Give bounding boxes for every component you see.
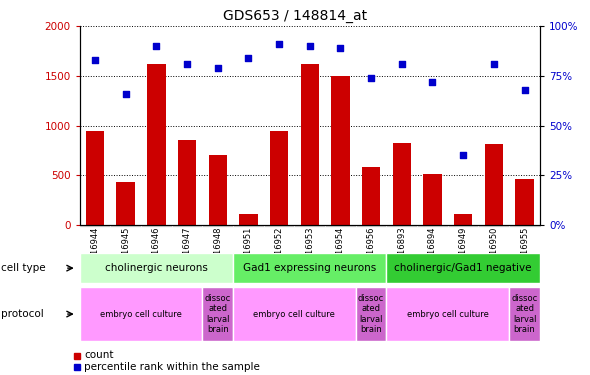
Text: count: count — [84, 351, 114, 360]
Bar — [239, 214, 258, 225]
Bar — [356, 287, 386, 341]
Bar — [356, 225, 386, 227]
Point — [90, 57, 100, 63]
Point — [244, 55, 253, 61]
Bar — [110, 225, 141, 227]
Bar — [86, 130, 104, 225]
Point — [366, 75, 376, 81]
Bar — [141, 225, 172, 227]
Point — [428, 79, 437, 85]
Bar — [448, 225, 478, 227]
Point — [397, 61, 407, 67]
Bar — [325, 225, 356, 227]
Bar — [423, 174, 442, 225]
Bar — [509, 287, 540, 341]
Bar — [178, 140, 196, 225]
Bar — [417, 225, 448, 227]
Point — [458, 152, 468, 158]
Bar — [264, 225, 294, 227]
Text: dissoc
ated
larval
brain: dissoc ated larval brain — [512, 294, 537, 334]
Point — [121, 91, 130, 97]
Bar — [294, 225, 325, 227]
Point — [305, 43, 314, 49]
Bar — [202, 225, 233, 227]
Bar — [484, 144, 503, 225]
Bar — [331, 76, 350, 225]
Bar — [80, 225, 110, 227]
Bar — [147, 64, 166, 225]
Text: embryo cell culture: embryo cell culture — [100, 310, 182, 319]
Text: dissoc
ated
larval
brain: dissoc ated larval brain — [205, 294, 231, 334]
Text: dissoc
ated
larval
brain: dissoc ated larval brain — [358, 294, 384, 334]
Text: embryo cell culture: embryo cell culture — [407, 310, 489, 319]
Point — [520, 87, 529, 93]
Point — [336, 45, 345, 51]
Point — [152, 43, 161, 49]
Bar — [392, 142, 411, 225]
Bar — [362, 167, 381, 225]
Bar — [80, 287, 202, 341]
Bar — [478, 225, 509, 227]
Point — [489, 61, 499, 67]
Bar — [80, 253, 233, 283]
Text: cholinergic/Gad1 negative: cholinergic/Gad1 negative — [394, 263, 532, 273]
Text: cholinergic neurons: cholinergic neurons — [105, 263, 208, 273]
Text: cell type: cell type — [1, 263, 46, 273]
Bar — [202, 287, 233, 341]
Bar — [172, 225, 202, 227]
Text: GDS653 / 148814_at: GDS653 / 148814_at — [223, 9, 367, 23]
Point — [274, 41, 284, 47]
Bar — [386, 253, 540, 283]
Bar — [116, 182, 135, 225]
Bar — [386, 225, 417, 227]
Text: percentile rank within the sample: percentile rank within the sample — [84, 362, 260, 372]
Bar — [233, 287, 356, 341]
Bar — [454, 214, 473, 225]
Bar — [386, 287, 509, 341]
Text: protocol: protocol — [1, 309, 44, 319]
Point — [182, 61, 192, 67]
Point — [213, 65, 222, 71]
Bar — [270, 130, 289, 225]
Bar — [300, 64, 319, 225]
Bar — [233, 253, 386, 283]
Bar — [208, 155, 227, 225]
Bar — [509, 225, 540, 227]
Bar — [515, 179, 534, 225]
Bar — [233, 225, 264, 227]
Text: embryo cell culture: embryo cell culture — [254, 310, 335, 319]
Text: Gad1 expressing neurons: Gad1 expressing neurons — [243, 263, 376, 273]
